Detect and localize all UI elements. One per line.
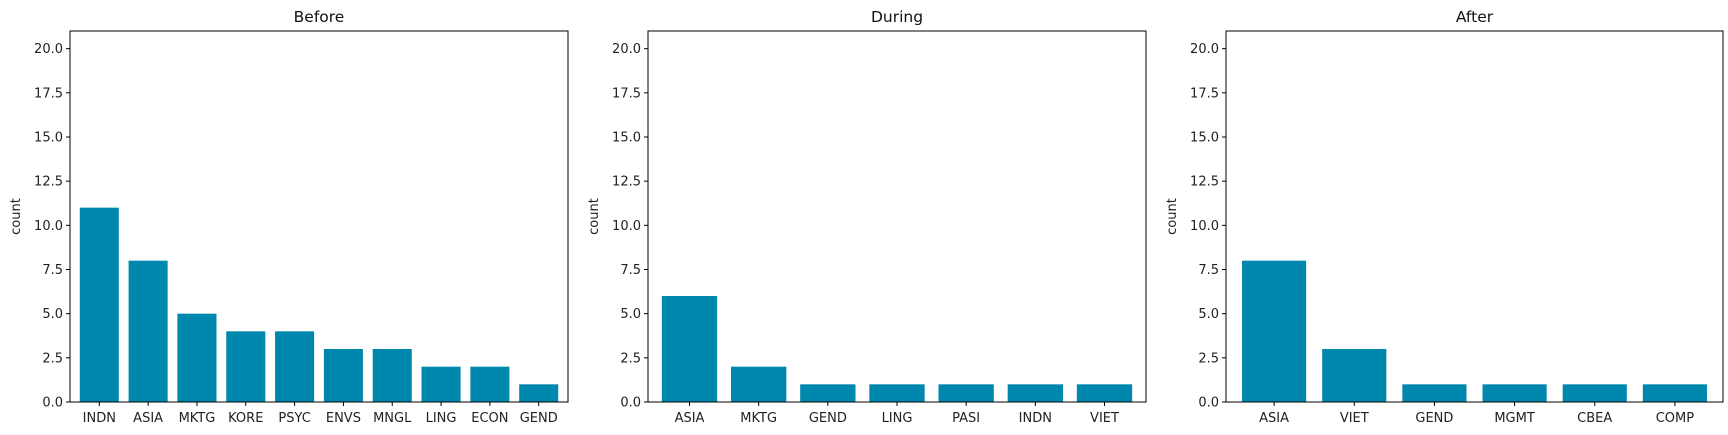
y-tick-label: 7.5	[1198, 263, 1219, 278]
y-tick-label: 12.5	[1190, 175, 1219, 190]
x-tick-label-asia: ASIA	[675, 411, 705, 426]
y-tick-label: 5.0	[620, 307, 641, 322]
x-tick-label-gend: GEND	[520, 411, 558, 426]
bar-viet	[1076, 384, 1133, 402]
bar-indn	[79, 207, 119, 402]
bar-cbea	[1562, 384, 1627, 402]
x-tick-label-mgmt: MGMT	[1494, 411, 1535, 426]
y-tick-label: 10.0	[612, 219, 641, 234]
y-tick-label: 10.0	[34, 219, 63, 234]
x-tick-label-mktg: MKTG	[179, 411, 216, 426]
bar-gend	[519, 384, 559, 402]
bar-viet	[1322, 349, 1387, 402]
y-tick-label: 15.0	[612, 131, 641, 146]
y-tick-label: 0.0	[42, 396, 63, 411]
x-tick-label-econ: ECON	[471, 411, 508, 426]
x-tick-label-gend: GEND	[809, 411, 847, 426]
x-tick-label-gend: GEND	[1415, 411, 1453, 426]
x-tick-label-indn: INDN	[83, 411, 116, 426]
bar-envs	[323, 349, 363, 402]
y-tick-label: 5.0	[1198, 307, 1219, 322]
x-tick-label-pasi: PASI	[952, 411, 980, 426]
axes-frame	[69, 30, 569, 403]
y-tick-label: 5.0	[42, 307, 63, 322]
x-tick-label-mngl: MNGL	[373, 411, 412, 426]
y-tick-label: 17.5	[1190, 86, 1219, 101]
x-tick-label-envs: ENVS	[326, 411, 361, 426]
chart-title-after: After	[1456, 8, 1494, 26]
y-tick-label: 15.0	[34, 131, 63, 146]
bar-mngl	[372, 349, 412, 402]
bar-mktg	[177, 313, 217, 402]
x-tick-label-ling: LING	[882, 411, 913, 426]
y-tick-label: 12.5	[612, 175, 641, 190]
y-tick-label: 20.0	[612, 42, 641, 57]
bar-mgmt	[1482, 384, 1547, 402]
bar-asia	[128, 260, 168, 402]
y-tick-label: 15.0	[1190, 131, 1219, 146]
y-tick-label: 2.5	[620, 351, 641, 366]
x-tick-label-indn: INDN	[1019, 411, 1052, 426]
bar-kore	[226, 331, 266, 402]
bar-psyc	[275, 331, 315, 402]
bar-asia	[661, 296, 718, 402]
chart-panel-before: 0.0 2.5 5.0 7.5 10.0 12.5 15.0 17.5 20.0 INDN ASIA…	[9, 8, 569, 426]
bar-asia	[1242, 260, 1307, 402]
y-tick-label: 17.5	[34, 86, 63, 101]
y-tick-label: 0.0	[620, 396, 641, 411]
bar-pasi	[938, 384, 994, 402]
x-tick-label-comp: COMP	[1656, 411, 1695, 426]
y-axis-label: count	[587, 198, 602, 235]
bar-mktg	[731, 366, 787, 402]
axes-frame	[647, 30, 1147, 403]
x-tick-label-psyc: PSYC	[278, 411, 310, 426]
bar-comp	[1642, 384, 1707, 402]
y-tick-label: 17.5	[612, 86, 641, 101]
y-tick-label: 20.0	[1190, 42, 1219, 57]
bar-gend	[800, 384, 856, 402]
chart-title-before: Before	[294, 8, 345, 26]
y-tick-label: 10.0	[1190, 219, 1219, 234]
y-tick-label: 12.5	[34, 175, 63, 190]
x-tick-label-cbea: CBEA	[1577, 411, 1612, 426]
bar-econ	[470, 366, 510, 402]
bar-ling	[869, 384, 925, 402]
bar-gend	[1402, 384, 1467, 402]
x-tick-label-ling: LING	[426, 411, 457, 426]
y-tick-label: 0.0	[1198, 396, 1219, 411]
y-tick-label: 20.0	[34, 42, 63, 57]
x-tick-label-viet: VIET	[1090, 411, 1119, 426]
y-tick-label: 7.5	[42, 263, 63, 278]
y-axis-label: count	[9, 198, 24, 235]
chart-title-during: During	[871, 8, 923, 26]
x-tick-label-mktg: MKTG	[740, 411, 777, 426]
y-tick-label: 2.5	[42, 351, 63, 366]
y-axis-label: count	[1165, 198, 1180, 235]
bar-ling	[421, 366, 461, 402]
chart-panel-during: 0.0 2.5 5.0 7.5 10.0 12.5 15.0 17.5 20.0 ASIA MKTG…	[587, 8, 1147, 426]
axes-frame	[1225, 30, 1724, 403]
y-tick-label: 2.5	[1198, 351, 1219, 366]
x-tick-label-kore: KORE	[228, 411, 263, 426]
x-tick-label-asia: ASIA	[133, 411, 163, 426]
chart-panel-after: 0.0 2.5 5.0 7.5 10.0 12.5 15.0 17.5 20.0 ASIA VIET…	[1165, 8, 1724, 426]
x-tick-label-viet: VIET	[1340, 411, 1369, 426]
x-tick-label-asia: ASIA	[1259, 411, 1289, 426]
y-tick-label: 7.5	[620, 263, 641, 278]
bar-indn	[1007, 384, 1063, 402]
